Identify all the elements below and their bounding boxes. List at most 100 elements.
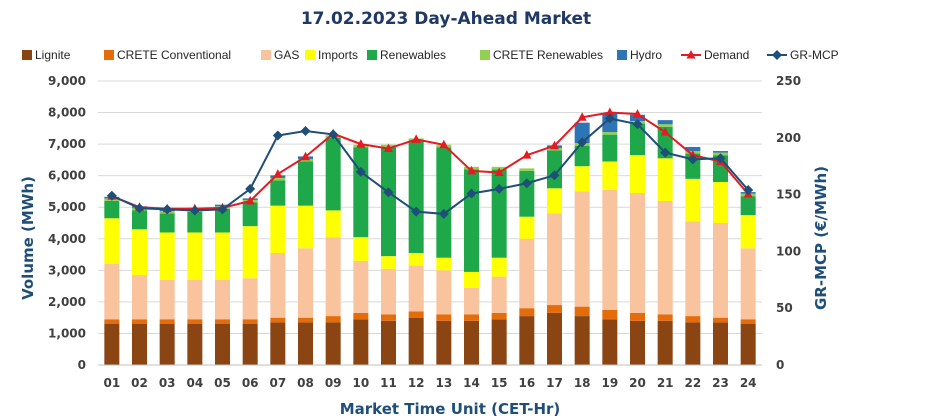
gr-mcp-marker [106,190,117,201]
bar-gas [657,200,673,315]
bar-lignite [242,323,258,365]
x-tick-label: 15 [491,376,508,390]
bar-renewables [436,147,452,258]
bar-crete-conventional [325,316,341,323]
bar-imports [215,232,230,280]
x-tick-label: 05 [214,376,231,390]
gr-mcp-marker [162,204,173,215]
lines [106,107,754,219]
bar-imports [740,215,756,249]
bar-gas [436,270,452,315]
bar-hydro [685,146,701,152]
legend-label-gas: GAS [274,48,299,62]
bar-lignite [408,317,424,365]
y-tick-label: 3,000 [48,263,86,277]
y-tick-label: 1,000 [48,326,86,340]
bar-gas [491,276,507,313]
bar-crete-renewables [270,177,286,181]
bar-gas [547,213,562,306]
gr-mcp-marker [328,129,339,140]
bar-imports [574,166,590,192]
x-tick-label: 21 [657,376,674,390]
bar-lignite [630,320,645,365]
bar-imports [685,178,701,222]
bar-renewables [104,200,120,219]
bar-lignite [215,323,230,365]
bar-lignite [325,322,341,365]
y-tick-label: 9,000 [48,74,86,88]
bar-renewables [325,137,341,211]
y2-tick-label: 150 [776,188,801,202]
bar-gas [104,264,120,320]
y2-tick-label: 100 [776,244,801,258]
gr-mcp-marker [632,119,643,130]
bar-crete-conventional [270,317,286,323]
y-axis-title: Volume (MWh) [19,176,37,300]
legend-swatch-imports [305,50,315,60]
bar-imports [491,257,507,277]
bar-renewables [519,170,535,217]
gr-mcp-marker [577,137,588,148]
y-tick-label: 0 [78,358,86,372]
bar-imports [353,237,369,261]
y-tick-label: 2,000 [48,295,86,309]
gr-mcp-marker [549,170,560,181]
x-tick-label: 17 [546,376,563,390]
bar-lignite [713,322,728,365]
bar-lignite [159,323,175,365]
bar-gas [713,223,728,318]
bar-crete-conventional [602,309,618,320]
bar-gas [602,189,618,310]
x-tick-label: 24 [740,376,757,390]
x-tick-label: 01 [103,376,120,390]
bar-crete-conventional [436,314,452,321]
bar-imports [325,210,341,238]
bar-gas [132,275,147,320]
legend-label-gr-mcp: GR-MCP [790,48,839,62]
x-tick-label: 13 [435,376,452,390]
bar-crete-renewables [602,132,618,135]
bar-lignite [270,322,286,365]
y2-tick-label: 0 [776,358,784,372]
gr-mcp-marker [743,185,754,196]
bar-imports [713,181,728,223]
bar-crete-conventional [685,316,701,323]
bar-lignite [657,320,673,365]
bar-imports [381,256,396,269]
y-tick-label: 8,000 [48,106,86,120]
bar-crete-conventional [353,312,369,320]
legend-swatch-renewables [367,50,377,60]
bar-renewables [574,145,590,167]
bar-imports [187,232,203,280]
bar-renewables [215,208,230,233]
gr-mcp-line [111,117,749,215]
demand-marker [605,107,615,117]
bar-imports [436,257,452,271]
bar-renewables [242,202,258,227]
y-tick-label: 4,000 [48,232,86,246]
legend-marker-demand [686,50,696,59]
gr-mcp-marker [494,183,505,194]
y-tick-label: 6,000 [48,169,86,183]
legend: Lignite CRETE Conventional GAS Imports Renew… [22,48,839,62]
bar-gas [519,238,535,309]
bar-gas [325,237,341,317]
bar-renewables [547,150,562,189]
x-tick-label: 14 [463,376,480,390]
bar-crete-conventional [657,314,673,321]
bar-gas [353,260,369,313]
legend-marker-gr-mcp [772,50,782,60]
bar-lignite [519,316,535,365]
bar-crete-renewables [657,124,673,127]
demand-marker [245,195,255,205]
bar-imports [270,205,286,253]
bar-renewables [408,140,424,253]
bar-crete-conventional [381,314,396,321]
x-tick-label: 12 [408,376,425,390]
axes: 0 1,000 2,000 3,000 4,000 5,000 6,000 7,000 8,00… [48,74,801,390]
legend-swatch-gas [261,50,271,60]
x-tick-label: 02 [131,376,148,390]
gr-mcp-marker [300,125,311,136]
